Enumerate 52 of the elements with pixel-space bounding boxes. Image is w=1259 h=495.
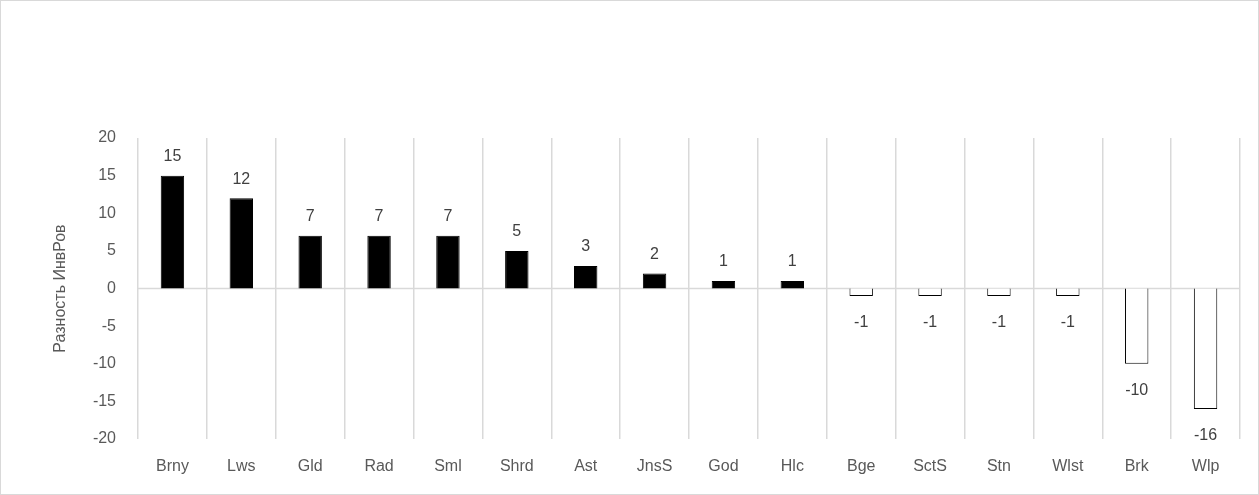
data-label: 1	[787, 252, 797, 270]
y-tick-label: -5	[101, 316, 117, 334]
x-tick-label: Shrd	[499, 457, 534, 475]
y-tick-label: 0	[107, 278, 117, 296]
data-label: -10	[1125, 381, 1149, 399]
y-tick-label: -15	[92, 391, 117, 409]
bar	[229, 198, 254, 289]
y-axis-title: Разность ИнвРов	[51, 224, 69, 353]
x-tick-label: God	[708, 457, 739, 475]
x-tick-label: Sml	[434, 457, 462, 475]
bar	[298, 235, 322, 289]
data-label: 7	[305, 207, 315, 225]
data-label: 7	[443, 207, 453, 225]
y-tick-label: 20	[98, 128, 117, 146]
bar	[780, 280, 805, 289]
x-tick-label: Gld	[297, 457, 323, 475]
data-label: 3	[581, 237, 591, 255]
data-label: 7	[374, 207, 384, 225]
data-label: 15	[163, 147, 182, 165]
bar	[436, 235, 460, 289]
data-label: 2	[650, 244, 660, 262]
data-label: -1	[991, 313, 1007, 331]
data-label: 12	[232, 169, 251, 187]
data-label: -16	[1194, 426, 1218, 444]
bar	[505, 250, 529, 289]
y-tick-label: -10	[92, 354, 117, 372]
bar	[711, 280, 736, 289]
x-tick-label: Ast	[574, 457, 598, 475]
x-tick-label: Stn	[986, 457, 1011, 475]
data-label: -1	[854, 313, 869, 331]
x-tick-label: JnsS	[636, 457, 673, 475]
data-label: 5	[512, 222, 522, 240]
x-tick-label: Brk	[1124, 457, 1150, 475]
bar	[573, 265, 598, 289]
x-tick-label: SctS	[913, 457, 947, 475]
x-tick-label: Wlst	[1052, 457, 1084, 475]
x-tick-label: Brny	[155, 457, 189, 475]
x-tick-label: Wlp	[1191, 457, 1220, 475]
x-tick-label: Lws	[227, 457, 256, 475]
x-tick-label: Bge	[846, 457, 876, 475]
x-tick-label: Hlc	[780, 457, 804, 475]
data-label: -1	[922, 313, 938, 331]
y-tick-label: 15	[98, 166, 117, 184]
y-tick-label: 10	[98, 203, 117, 221]
y-tick-label: 5	[107, 241, 117, 259]
bar	[642, 273, 667, 289]
bar	[367, 235, 391, 289]
x-tick-label: Rad	[364, 457, 394, 475]
bar	[160, 175, 185, 289]
y-tick-label: -20	[92, 429, 117, 447]
data-label: -1	[1060, 313, 1076, 331]
data-label: 1	[718, 252, 728, 270]
